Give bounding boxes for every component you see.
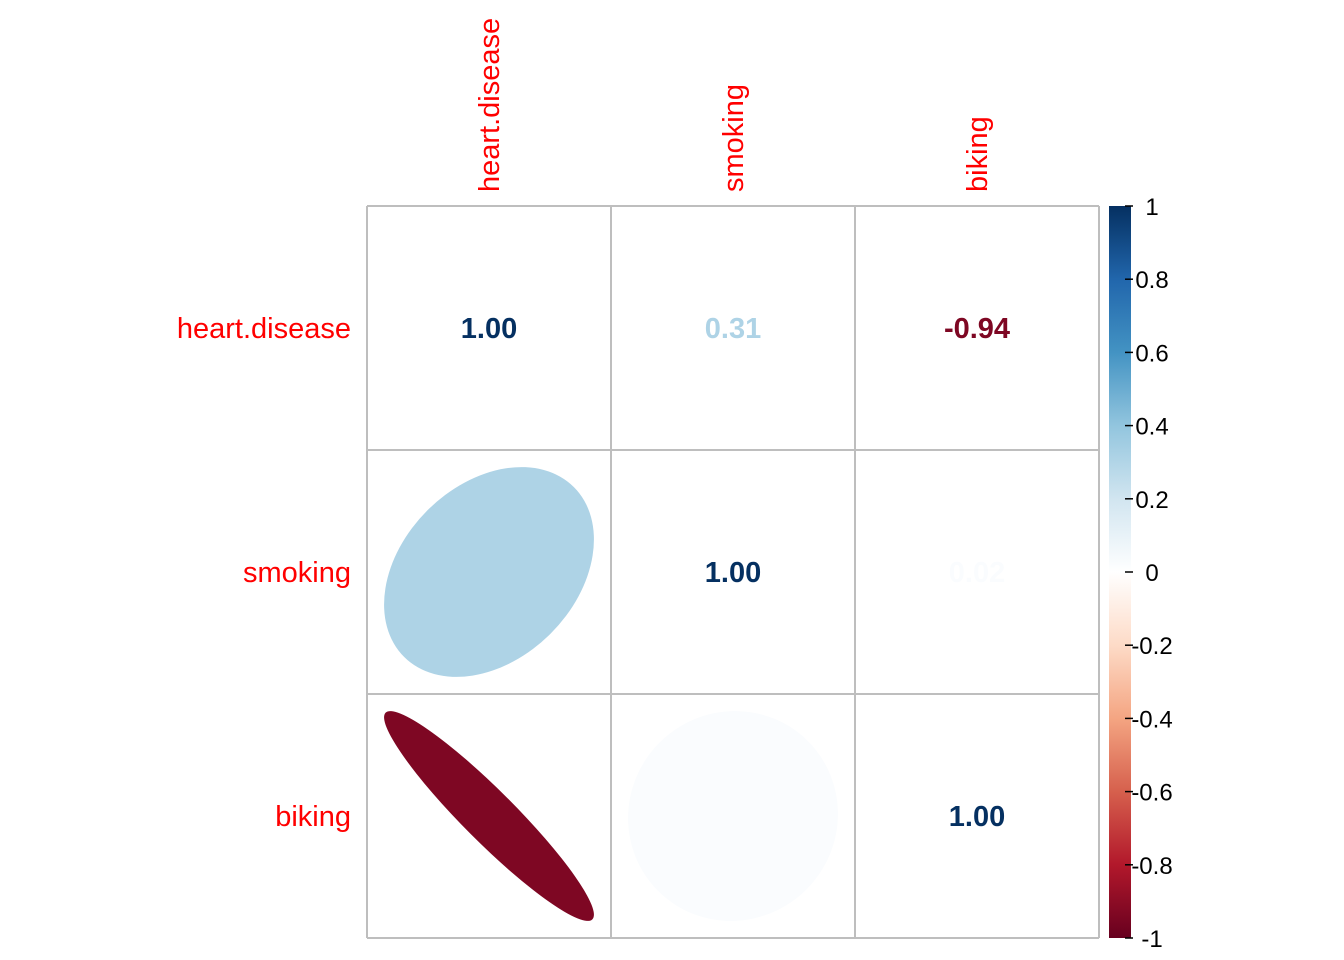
value-label-smoking-smoking: 1.00 (705, 557, 761, 589)
colorbar-tick-label: -0.4 (1131, 706, 1172, 733)
colorbar-tick-label: 0.6 (1135, 340, 1168, 367)
value-label-heart.disease-biking: -0.94 (944, 313, 1010, 345)
ellipse-biking-smoking (628, 711, 838, 921)
colorbar-tick-label: -0.2 (1131, 633, 1172, 660)
colorbar-tick-label: -1 (1141, 926, 1162, 953)
colorbar-tick-label: 1 (1145, 194, 1158, 221)
colorbar-tick-label: 0.8 (1135, 267, 1168, 294)
value-label-heart.disease-heart.disease: 1.00 (461, 313, 517, 345)
value-label-heart.disease-smoking: 0.31 (705, 313, 761, 345)
colorbar-tick-label: -0.6 (1131, 780, 1172, 807)
ellipse-biking-heart.disease (384, 711, 594, 921)
row-label-smoking: smoking (243, 557, 351, 589)
colorbar-tick-label: 0 (1145, 560, 1158, 587)
value-label-biking-biking: 1.00 (949, 801, 1005, 833)
value-label-smoking-biking: 0.02 (949, 557, 1005, 589)
colorbar-tick-label: 0.4 (1135, 414, 1168, 441)
colorbar-tick-label: 0.2 (1135, 487, 1168, 514)
ellipse-smoking-heart.disease (384, 467, 594, 677)
colorbar-tick-label: -0.8 (1131, 853, 1172, 880)
column-label-biking: biking (962, 116, 994, 192)
row-label-heart.disease: heart.disease (177, 313, 351, 345)
row-label-biking: biking (275, 801, 351, 833)
column-label-smoking: smoking (718, 84, 750, 192)
colorbar (1109, 206, 1131, 938)
column-label-heart.disease: heart.disease (474, 18, 506, 192)
